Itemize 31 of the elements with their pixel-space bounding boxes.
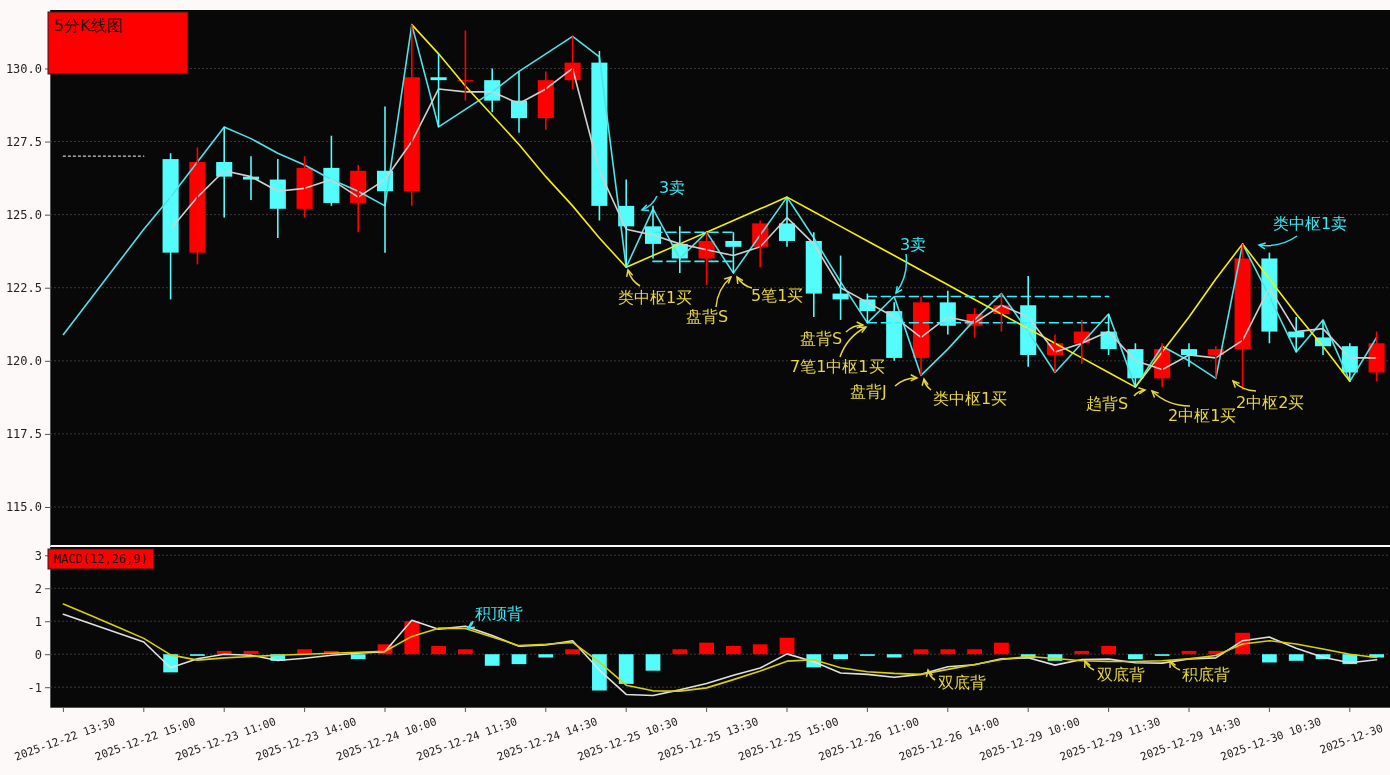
y-tick-label: 3: [34, 548, 42, 563]
y-tick-label: 1: [34, 614, 42, 629]
annotation: 3卖: [659, 178, 686, 197]
annotation: 积顶背: [475, 604, 523, 623]
y-tick-label: 120.0: [5, 354, 42, 369]
annotation: 盘背S: [686, 307, 729, 326]
annotation: 类中枢1买: [933, 389, 1008, 408]
annotation: 积底背: [1182, 665, 1230, 684]
annotation: 盘背J: [850, 382, 887, 401]
y-tick-label: 117.5: [5, 427, 42, 442]
annotation: 7笔1中枢1买: [790, 357, 885, 376]
annotation: 类中枢1买: [618, 288, 693, 307]
annotation: 类中枢1卖: [1273, 214, 1348, 233]
annotation: 盘背S: [800, 329, 843, 348]
annotation: 双底背: [1097, 665, 1145, 684]
y-tick-label: 125.0: [5, 207, 42, 222]
y-tick-label: 2: [34, 581, 42, 596]
chart-title: 5分K线图: [54, 16, 123, 35]
y-tick-label: 130.0: [5, 61, 42, 76]
chart-title: MACD(12,26,9): [54, 552, 148, 566]
annotation: 3卖: [900, 235, 927, 254]
annotation: 趋背S: [1086, 394, 1129, 413]
y-tick-label: 0: [34, 647, 42, 662]
annotation: 5笔1买: [751, 286, 804, 305]
annotation: 2中枢1买: [1168, 406, 1237, 425]
y-tick-label: 122.5: [5, 281, 42, 296]
y-tick-label: 115.0: [5, 500, 42, 515]
annotation: 双底背: [938, 673, 986, 692]
y-tick-label: -1: [27, 680, 42, 695]
annotation: 2中枢2买: [1236, 393, 1305, 412]
y-tick-label: 127.5: [5, 134, 42, 149]
